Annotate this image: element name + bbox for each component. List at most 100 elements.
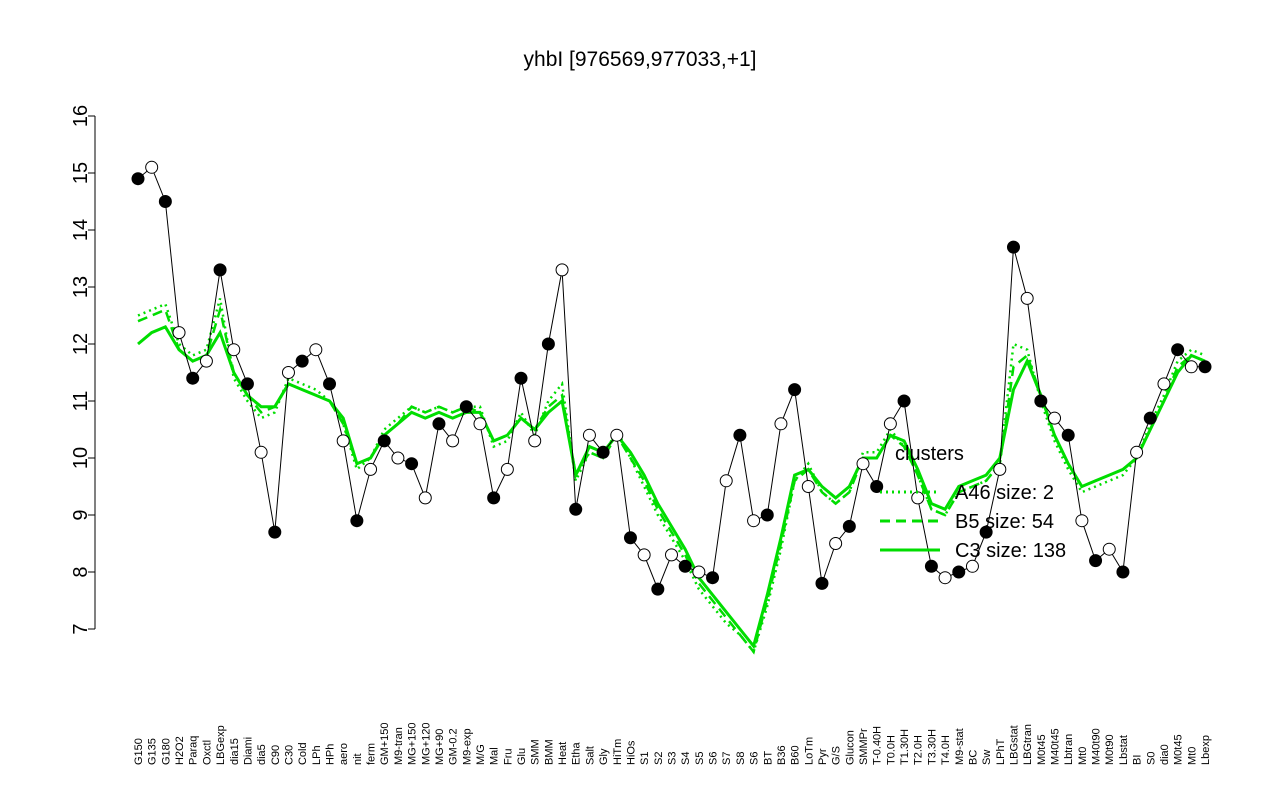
data-point (1198, 360, 1212, 374)
x-tick-label: MG+90 (434, 729, 446, 765)
y-tick-label: 10 (70, 447, 92, 469)
x-tick-label: Paraq (188, 736, 200, 765)
data-point (774, 417, 788, 431)
x-tick-label: T1.30H (899, 729, 911, 765)
x-tick-label: T0.0H (885, 735, 897, 765)
data-point (446, 434, 460, 448)
x-tick-label: M9-tran (393, 727, 405, 765)
data-point (842, 519, 856, 533)
data-point (897, 394, 911, 408)
data-point (1171, 343, 1185, 357)
data-point (952, 565, 966, 579)
x-tick-label: S3 (667, 752, 679, 765)
x-tick-label: M/G (475, 744, 487, 765)
data-point (692, 565, 706, 579)
data-point (1116, 565, 1130, 579)
data-point (979, 525, 993, 539)
x-tick-label: GM+150 (379, 723, 391, 766)
data-point (1143, 411, 1157, 425)
x-tick-label: M0t45 (1173, 734, 1185, 765)
x-tick-label: S8 (735, 752, 747, 765)
data-point (541, 337, 555, 351)
x-tick-label: Cold (297, 742, 309, 765)
x-tick-label: Lbexp (1200, 735, 1212, 765)
x-tick-label: dia15 (229, 738, 241, 765)
x-tick-label: S6 (708, 752, 720, 765)
data-point (883, 417, 897, 431)
x-tick-label: Gly (598, 748, 610, 765)
legend-label: A46 size: 2 (955, 482, 1054, 504)
x-tick-label: Glu (516, 748, 528, 765)
y-tick-label: 14 (70, 219, 92, 241)
x-tick-label: SMMPr (858, 728, 870, 765)
data-point (364, 462, 378, 476)
x-tick-label: M9-exp (461, 728, 473, 765)
x-tick-label: BC (967, 750, 979, 765)
data-point (623, 531, 637, 545)
data-point (678, 559, 692, 573)
data-point (500, 462, 514, 476)
data-point (1184, 360, 1198, 374)
x-tick-label: T2.0H (913, 735, 925, 765)
y-tick-label: 8 (70, 566, 92, 577)
x-tick-label: G150 (133, 738, 145, 765)
x-tick-label: T3.30H (926, 729, 938, 765)
x-tick-label: H2O2 (174, 736, 186, 765)
data-point (418, 491, 432, 505)
data-point (965, 559, 979, 573)
data-point (240, 377, 254, 391)
x-tick-label: B36 (776, 745, 788, 765)
x-tick-label: Mal (489, 747, 501, 765)
x-tick-label: M9-stat (954, 728, 966, 765)
data-point (145, 160, 159, 174)
x-tick-label: MG+120 (420, 723, 432, 766)
data-point (377, 434, 391, 448)
x-tick-label: Sw (981, 750, 993, 765)
x-tick-label: HPh (325, 744, 337, 765)
x-tick-label: Fru (502, 749, 514, 766)
data-point (1130, 445, 1144, 459)
data-point (1048, 411, 1062, 425)
data-point (473, 417, 487, 431)
x-tick-label: BMM (543, 739, 555, 765)
x-tick-label: BI (1132, 755, 1144, 765)
data-point (227, 343, 241, 357)
data-point (596, 445, 610, 459)
y-tick-label: 12 (70, 333, 92, 355)
data-point (336, 434, 350, 448)
data-point (1061, 428, 1075, 442)
x-tick-label: Salt (584, 746, 596, 765)
data-point (186, 371, 200, 385)
x-tick-label: Lbtran (1063, 734, 1075, 765)
chart-title: yhbI [976569,977033,+1] (524, 48, 757, 71)
x-tick-label: M40t90 (1091, 728, 1103, 765)
x-tick-label: Etha (571, 741, 583, 765)
data-point (870, 480, 884, 493)
legend-label: C3 size: 138 (955, 540, 1066, 562)
data-point (665, 548, 678, 562)
x-tick-label: S2 (653, 752, 665, 765)
x-tick-label: M0t90 (1104, 734, 1116, 765)
data-point (131, 172, 145, 186)
x-tick-label: dia0 (1159, 744, 1171, 765)
x-tick-label: ferm (366, 743, 378, 765)
data-point (1157, 377, 1171, 391)
data-point (309, 343, 323, 357)
x-tick-label: Heat (557, 742, 569, 765)
data-point (555, 263, 569, 277)
data-point (637, 548, 651, 562)
data-point (719, 474, 733, 488)
x-tick-label: GM-0.2 (448, 728, 460, 765)
x-tick-label: dia5 (256, 744, 268, 765)
x-tick-label: BT (762, 751, 774, 765)
data-point (924, 559, 938, 573)
x-tick-label: LoTm (803, 737, 815, 765)
data-point (788, 383, 802, 397)
data-point (651, 582, 665, 596)
data-point (610, 428, 624, 442)
data-point (760, 508, 774, 522)
x-tick-label: G135 (147, 738, 159, 765)
data-point (213, 263, 227, 277)
x-tick-label: M40t45 (1050, 728, 1062, 765)
